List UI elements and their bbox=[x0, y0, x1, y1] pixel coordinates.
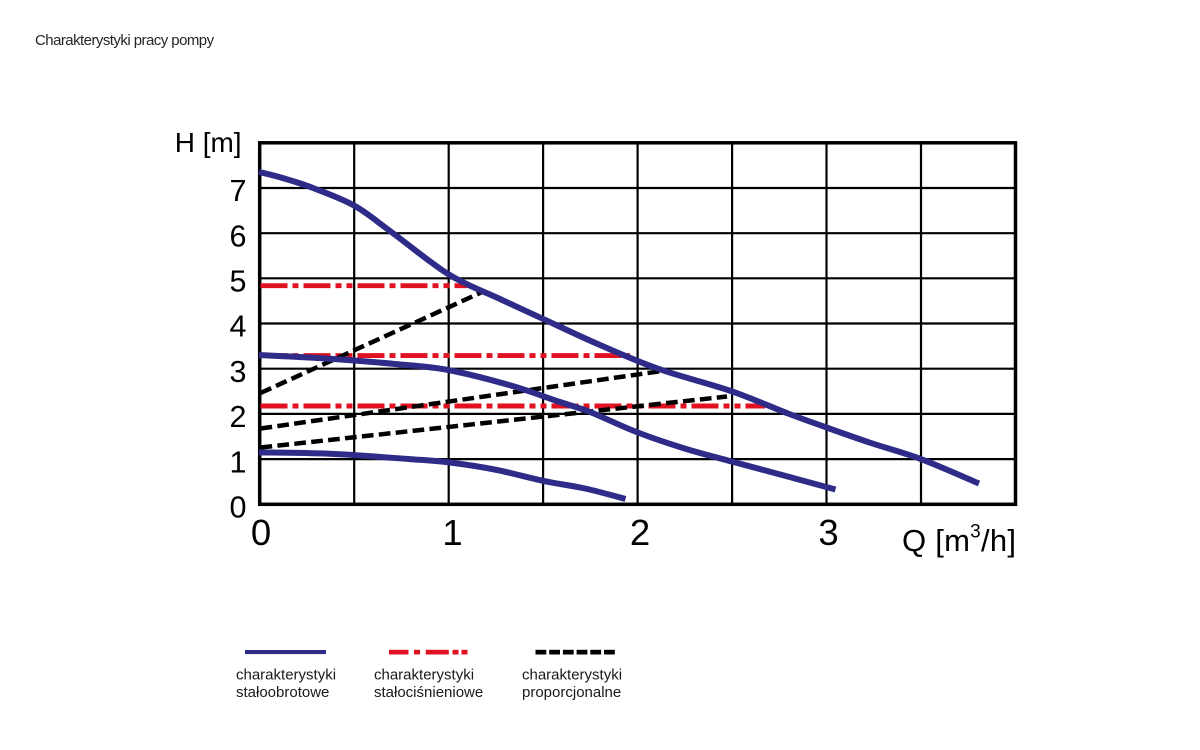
svg-text:1: 1 bbox=[230, 445, 247, 479]
svg-text:3: 3 bbox=[230, 355, 247, 389]
svg-text:2: 2 bbox=[230, 400, 247, 434]
svg-text:stałociśnieniowe: stałociśnieniowe bbox=[374, 684, 483, 701]
svg-text:proporcjonalne: proporcjonalne bbox=[522, 684, 621, 701]
svg-text:charakterystyki: charakterystyki bbox=[236, 667, 336, 684]
svg-text:1: 1 bbox=[442, 512, 462, 553]
svg-text:0: 0 bbox=[251, 512, 271, 553]
svg-text:3: 3 bbox=[818, 512, 838, 553]
svg-text:7: 7 bbox=[230, 174, 247, 208]
svg-text:stałoobrotowe: stałoobrotowe bbox=[236, 684, 329, 701]
svg-text:0: 0 bbox=[230, 491, 247, 525]
svg-text:H [m]: H [m] bbox=[175, 127, 242, 158]
svg-text:5: 5 bbox=[230, 265, 247, 299]
svg-text:4: 4 bbox=[230, 310, 247, 344]
svg-text:charakterystyki: charakterystyki bbox=[522, 667, 622, 684]
svg-text:Charakterystyki pracy pompy: Charakterystyki pracy pompy bbox=[35, 32, 215, 49]
svg-text:2: 2 bbox=[630, 512, 650, 553]
svg-text:6: 6 bbox=[230, 219, 247, 253]
svg-text:charakterystyki: charakterystyki bbox=[374, 667, 474, 684]
svg-text:Q [m3/h]: Q [m3/h] bbox=[902, 522, 1016, 559]
